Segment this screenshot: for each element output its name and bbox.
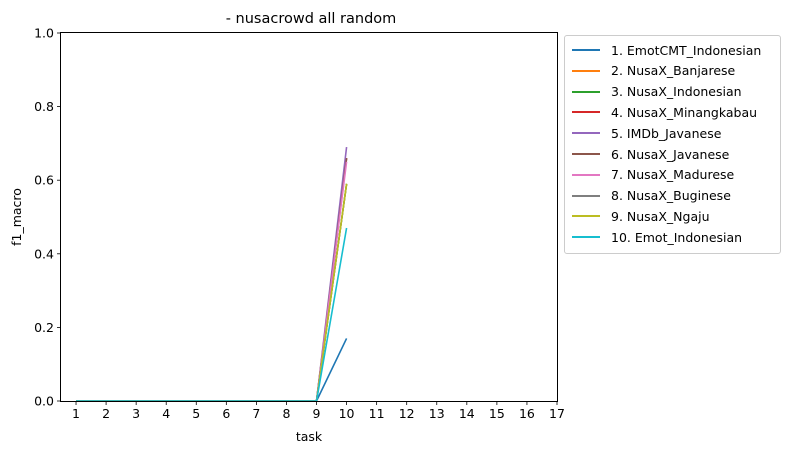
y-axis-label: f1_macro [9,188,24,246]
legend-item: 1. EmotCMT_Indonesian [565,40,761,60]
x-axis-ticks: 1 2 3 4 5 6 7 8 9 10 11 12 13 14 15 16 17 [72,401,565,421]
series-line-10 [76,227,348,402]
y-tick-label: 0.6 [34,173,54,188]
legend-swatch [572,173,600,176]
legend-item: 4. NusaX_Minangkabau [565,102,757,122]
y-tick-label: 0.2 [34,320,54,335]
legend-item: 10. Emot_Indonesian [565,227,742,247]
series-line-7 [76,161,348,402]
legend-label: 5. IMDb_Javanese [611,125,722,141]
x-tick-label: 10 [339,406,355,421]
legend-item: 7. NusaX_Madurese [565,165,734,185]
legend-item: 8. NusaX_Buginese [565,186,731,206]
legend-swatch [572,215,600,218]
y-tick-label: 0.8 [34,99,54,114]
legend: 1. EmotCMT_Indonesian 2. NusaX_Banjarese 3… [564,35,781,254]
y-tick-label: 0.0 [34,394,54,409]
x-tick-label: 9 [313,406,321,421]
legend-item: 6. NusaX_Javanese [565,144,729,164]
chart-title: - nusacrowd all random [226,11,397,27]
series-line-1 [76,338,348,402]
series-line-9 [76,183,348,402]
y-tick-label: 1.0 [34,26,54,41]
legend-swatch [572,69,600,72]
plot-lines [76,146,348,402]
legend-swatch [572,236,600,239]
legend-label: 1. EmotCMT_Indonesian [611,42,762,58]
legend-swatch [572,194,600,197]
legend-swatch [572,153,600,155]
legend-item: 5. IMDb_Javanese [565,123,721,143]
legend-swatch [572,111,600,114]
legend-label: 3. NusaX_Indonesian [611,84,742,100]
series-line-6 [76,158,348,402]
x-axis-label: task [296,429,323,444]
series-line-5 [76,146,348,402]
y-axis-ticks: 0.0 0.2 0.4 0.6 0.8 1.0 [34,26,61,409]
x-tick-label: 3 [132,406,140,421]
legend-label: 9. NusaX_Ngaju [611,208,710,224]
x-tick-label: 5 [192,406,200,421]
series-line-3 [76,183,348,402]
legend-label: 8. NusaX_Buginese [611,188,731,204]
x-tick-label: 17 [549,406,565,421]
x-tick-label: 2 [102,406,110,421]
legend-label: 6. NusaX_Javanese [611,146,730,162]
x-tick-label: 11 [369,406,385,421]
series-line-8 [76,183,348,402]
legend-item: 3. NusaX_Indonesian [565,82,742,102]
series-line-2 [76,183,348,402]
legend-label: 4. NusaX_Minangkabau [611,104,758,120]
legend-label: 7. NusaX_Madurese [611,167,735,183]
x-tick-label: 16 [519,406,535,421]
x-tick-label: 14 [459,406,475,421]
legend-item: 9. NusaX_Ngaju [565,206,710,226]
plot-frame [60,32,558,402]
legend-swatch [572,132,600,135]
legend-swatch [572,90,600,93]
legend-item: 2. NusaX_Banjarese [565,61,735,81]
x-tick-label: 6 [222,406,230,421]
x-tick-label: 1 [72,406,80,421]
x-tick-label: 13 [429,406,445,421]
x-tick-label: 12 [399,406,415,421]
y-tick-label: 0.4 [34,246,54,261]
x-tick-label: 4 [162,406,170,421]
series-line-4 [76,158,348,402]
legend-label: 2. NusaX_Banjarese [611,63,736,79]
x-tick-label: 15 [489,406,505,421]
x-tick-label: 8 [282,406,290,421]
legend-swatch [572,49,600,51]
legend-label: 10. Emot_Indonesian [611,229,743,245]
x-tick-label: 7 [252,406,260,421]
